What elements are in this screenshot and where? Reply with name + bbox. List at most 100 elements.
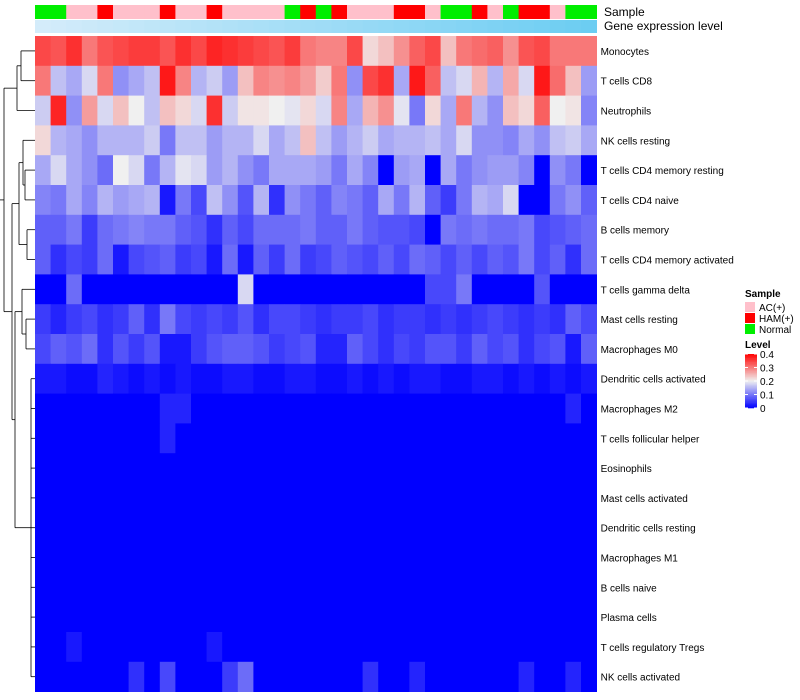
heatmap-cell bbox=[50, 334, 67, 365]
heatmap-cell bbox=[581, 36, 597, 67]
heatmap-cell bbox=[35, 95, 51, 126]
heatmap-cell bbox=[81, 125, 98, 156]
colorbar-segment bbox=[745, 368, 757, 371]
sample-annotation-cell bbox=[50, 5, 67, 19]
sample-annotation-cell bbox=[128, 5, 145, 19]
colorbar-segment bbox=[745, 366, 757, 368]
heatmap-cell bbox=[97, 155, 114, 186]
heatmap-cell bbox=[253, 274, 270, 305]
heatmap-cell bbox=[237, 423, 254, 454]
heatmap-cell bbox=[409, 155, 426, 186]
heatmap-cell bbox=[222, 274, 239, 305]
heatmap-cell bbox=[471, 393, 488, 424]
colorbar-segment bbox=[745, 399, 757, 402]
heatmap-cell bbox=[378, 185, 395, 216]
heatmap-cell bbox=[393, 155, 410, 186]
expression-annotation-cell bbox=[206, 20, 223, 33]
heatmap-cell bbox=[159, 304, 176, 335]
heatmap-cell bbox=[471, 304, 488, 335]
heatmap-cell bbox=[222, 572, 239, 603]
sample-annotation-cell bbox=[144, 5, 161, 19]
heatmap-cell bbox=[315, 453, 332, 484]
heatmap-cell bbox=[50, 542, 67, 573]
heatmap-cell bbox=[97, 36, 114, 67]
heatmap-cell bbox=[315, 304, 332, 335]
heatmap-cell bbox=[315, 483, 332, 514]
heatmap-cell bbox=[362, 244, 379, 275]
heatmap-cell bbox=[425, 36, 441, 67]
heatmap-cell bbox=[581, 453, 597, 484]
heatmap-cell bbox=[269, 155, 285, 186]
heatmap-cell bbox=[503, 363, 519, 394]
sample-annotation-cell bbox=[237, 5, 254, 19]
heatmap-cell bbox=[549, 244, 566, 275]
heatmap-cell bbox=[269, 453, 285, 484]
heatmap-cell bbox=[581, 214, 597, 245]
sample-annotation-cell bbox=[222, 5, 239, 19]
heatmap-cell bbox=[440, 661, 457, 692]
heatmap-cell bbox=[487, 512, 504, 543]
heatmap-cell bbox=[409, 661, 426, 692]
heatmap-cell bbox=[347, 661, 363, 692]
row-label: T cells CD4 memory resting bbox=[601, 166, 724, 177]
expression-annotation-bar bbox=[35, 20, 597, 33]
heatmap-cell bbox=[50, 214, 67, 245]
heatmap-cell bbox=[35, 155, 51, 186]
row-label: Macrophages M1 bbox=[601, 554, 679, 565]
heatmap-cell bbox=[144, 363, 161, 394]
heatmap-cell bbox=[159, 65, 176, 96]
heatmap-cell bbox=[425, 512, 441, 543]
heatmap-cell bbox=[581, 244, 597, 275]
colorbar-segment bbox=[745, 389, 757, 391]
heatmap-cell bbox=[503, 125, 519, 156]
heatmap-cell bbox=[206, 214, 223, 245]
heatmap-cell bbox=[269, 423, 285, 454]
heatmap-cell bbox=[253, 214, 270, 245]
heatmap-cell bbox=[144, 453, 161, 484]
heatmap-cell bbox=[144, 65, 161, 96]
heatmap-cell bbox=[456, 632, 473, 663]
heatmap-cell bbox=[534, 36, 551, 67]
sample-annotation-cell bbox=[362, 5, 379, 19]
sample-annotation-cell bbox=[97, 5, 114, 19]
heatmap-cell bbox=[191, 65, 207, 96]
heatmap-cell bbox=[393, 274, 410, 305]
heatmap-cell bbox=[237, 661, 254, 692]
heatmap-cell bbox=[378, 155, 395, 186]
heatmap-cell bbox=[175, 602, 192, 633]
heatmap-cell bbox=[128, 453, 145, 484]
heatmap-cell bbox=[456, 423, 473, 454]
heatmap-cell bbox=[300, 363, 317, 394]
heatmap-cell bbox=[315, 632, 332, 663]
heatmap-cell bbox=[50, 65, 67, 96]
heatmap-cell bbox=[362, 274, 379, 305]
heatmap-cell bbox=[175, 393, 192, 424]
colorbar-segment bbox=[745, 360, 757, 363]
heatmap-cell bbox=[97, 632, 114, 663]
heatmap-cell bbox=[191, 393, 207, 424]
heatmap-cell bbox=[81, 632, 98, 663]
heatmap-cell bbox=[269, 185, 285, 216]
expression-annotation-cell bbox=[347, 20, 363, 33]
colorbar-segment bbox=[745, 401, 757, 403]
heatmap-cell bbox=[113, 274, 129, 305]
heatmap-cell bbox=[534, 512, 551, 543]
heatmap-cell bbox=[253, 125, 270, 156]
heatmap-cell bbox=[518, 65, 535, 96]
heatmap-cell bbox=[237, 393, 254, 424]
sample-annotation-cell bbox=[456, 5, 473, 19]
heatmap-cell bbox=[581, 542, 597, 573]
heatmap-cell bbox=[425, 632, 441, 663]
sample-annotation-cell bbox=[159, 5, 176, 19]
heatmap-cell bbox=[534, 453, 551, 484]
heatmap-cell bbox=[331, 602, 348, 633]
heatmap-cell bbox=[206, 125, 223, 156]
heatmap-cell bbox=[159, 632, 176, 663]
heatmap-cell bbox=[50, 244, 67, 275]
heatmap-cell bbox=[113, 393, 129, 424]
colorbar-segment bbox=[745, 363, 757, 366]
heatmap-cell bbox=[206, 393, 223, 424]
heatmap-cell bbox=[471, 483, 488, 514]
heatmap-cell bbox=[191, 185, 207, 216]
heatmap-cell bbox=[331, 36, 348, 67]
